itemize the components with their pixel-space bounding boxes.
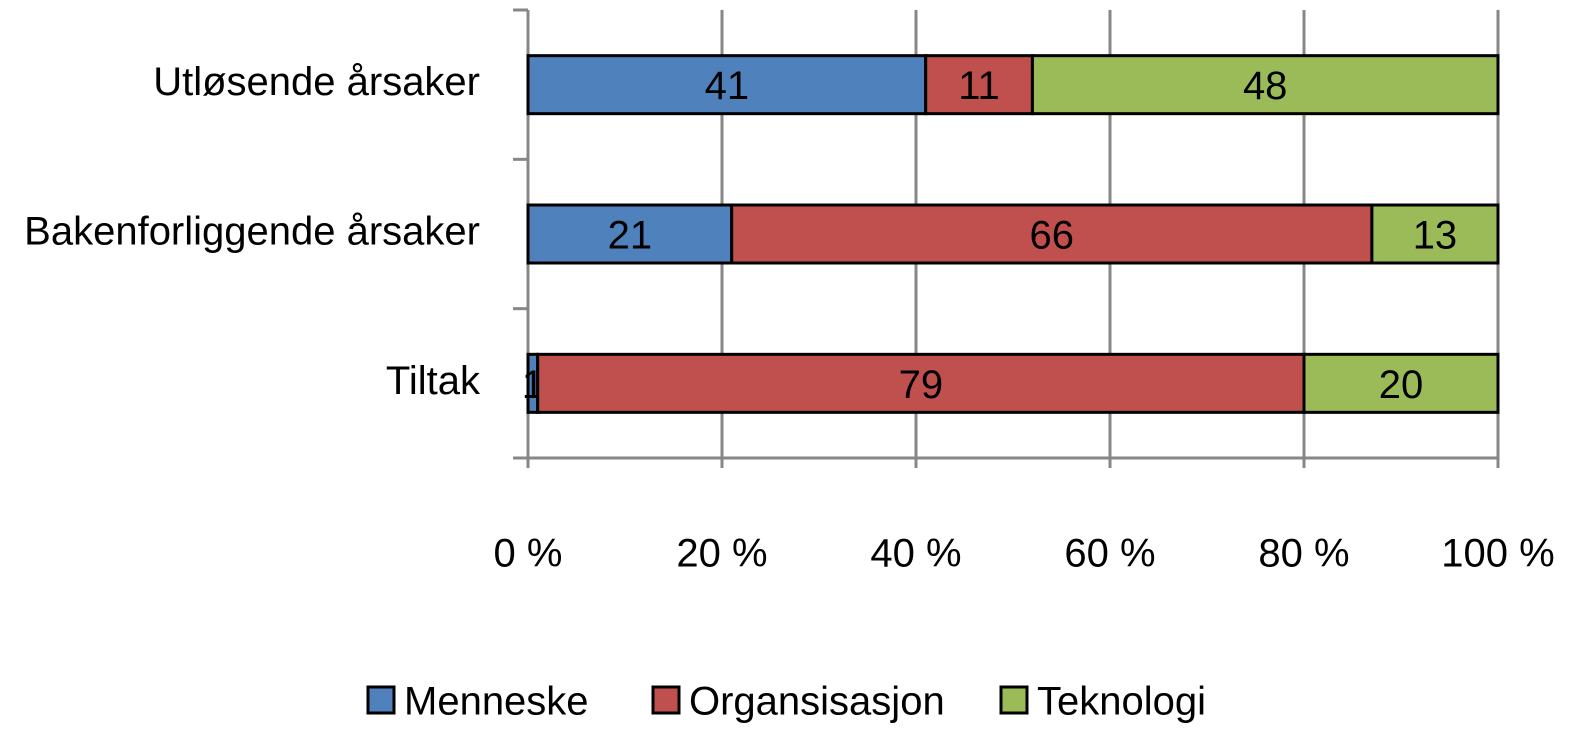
bar-segment — [536, 352, 1306, 414]
x-tick-label: 40 % — [870, 532, 961, 576]
data-label: 21 — [608, 214, 653, 258]
data-label: 41 — [705, 64, 750, 108]
y-tick-label: Bakenforliggende årsaker — [24, 210, 480, 254]
legend-swatch — [999, 685, 1029, 715]
bar-segment — [1302, 352, 1500, 414]
legend-label: Menneske — [404, 680, 589, 724]
legend-swatch — [366, 685, 396, 715]
data-label: 20 — [1379, 363, 1424, 407]
data-label: 13 — [1413, 214, 1458, 258]
bar-segment — [1370, 203, 1500, 265]
legend-label: Organsisasjon — [689, 680, 945, 724]
bar-segment — [526, 203, 734, 265]
data-label: 48 — [1243, 64, 1288, 108]
bar-segment — [1030, 54, 1500, 116]
y-tick-label: Utløsende årsaker — [153, 60, 480, 104]
bar-segment — [924, 54, 1034, 116]
data-label: 66 — [1030, 214, 1075, 258]
legend-swatch — [651, 685, 681, 715]
y-tick-label: Tiltak — [386, 359, 481, 403]
x-tick-label: 0 % — [494, 532, 563, 576]
x-tick-label: 80 % — [1258, 532, 1349, 576]
x-tick-label: 20 % — [676, 532, 767, 576]
x-tick-label: 60 % — [1064, 532, 1155, 576]
legend-label: Teknologi — [1037, 680, 1206, 724]
x-tick-label: 100 % — [1441, 532, 1554, 576]
data-label: 11 — [958, 64, 1000, 108]
data-label: 79 — [899, 363, 944, 407]
